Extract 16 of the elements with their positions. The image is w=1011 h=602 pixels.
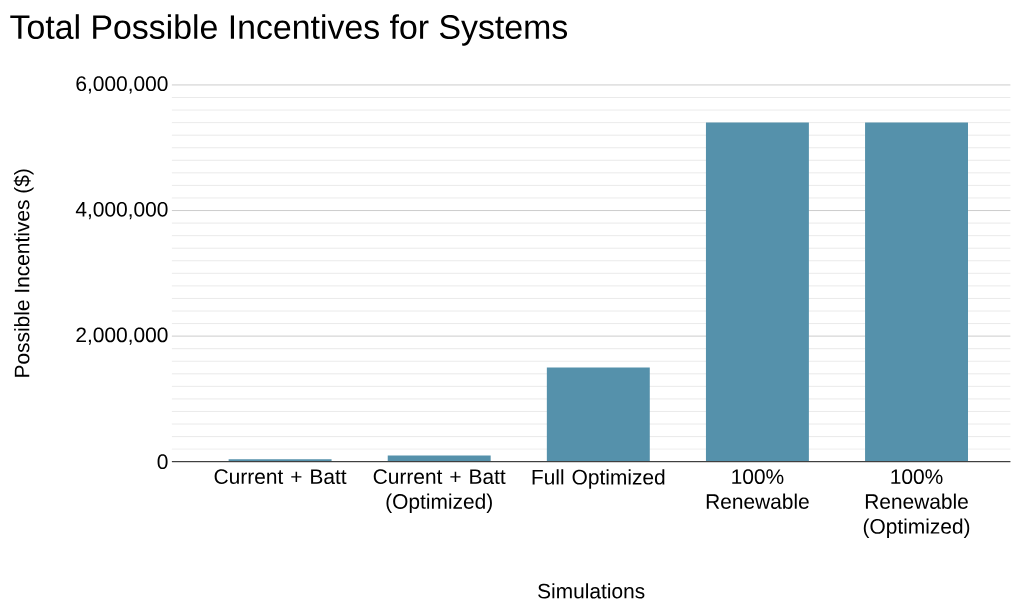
bar [546, 367, 650, 462]
y-tick-label: 6,000,000 [76, 76, 168, 94]
x-tick-label: 100% Renewable (Optimized) [863, 469, 970, 539]
y-tick-label: 0 [157, 454, 168, 470]
x-tick-label: 100% Renewable [706, 469, 809, 509]
x-tick-label: Current + Batt [214, 469, 347, 485]
y-tick-label: 2,000,000 [76, 327, 168, 345]
y-axis-title: Possible Incentives ($) [13, 169, 34, 377]
bar [387, 455, 491, 462]
chart-title: Total Possible Incentives for Systems [10, 14, 568, 46]
bar [705, 122, 809, 462]
bar [865, 122, 968, 462]
x-axis-title: Simulations [538, 583, 645, 599]
x-tick-label: Full Optimized [532, 469, 665, 489]
x-tick-label: Current + Batt (Optimized) [373, 469, 506, 514]
y-tick-label: 4,000,000 [75, 201, 168, 220]
